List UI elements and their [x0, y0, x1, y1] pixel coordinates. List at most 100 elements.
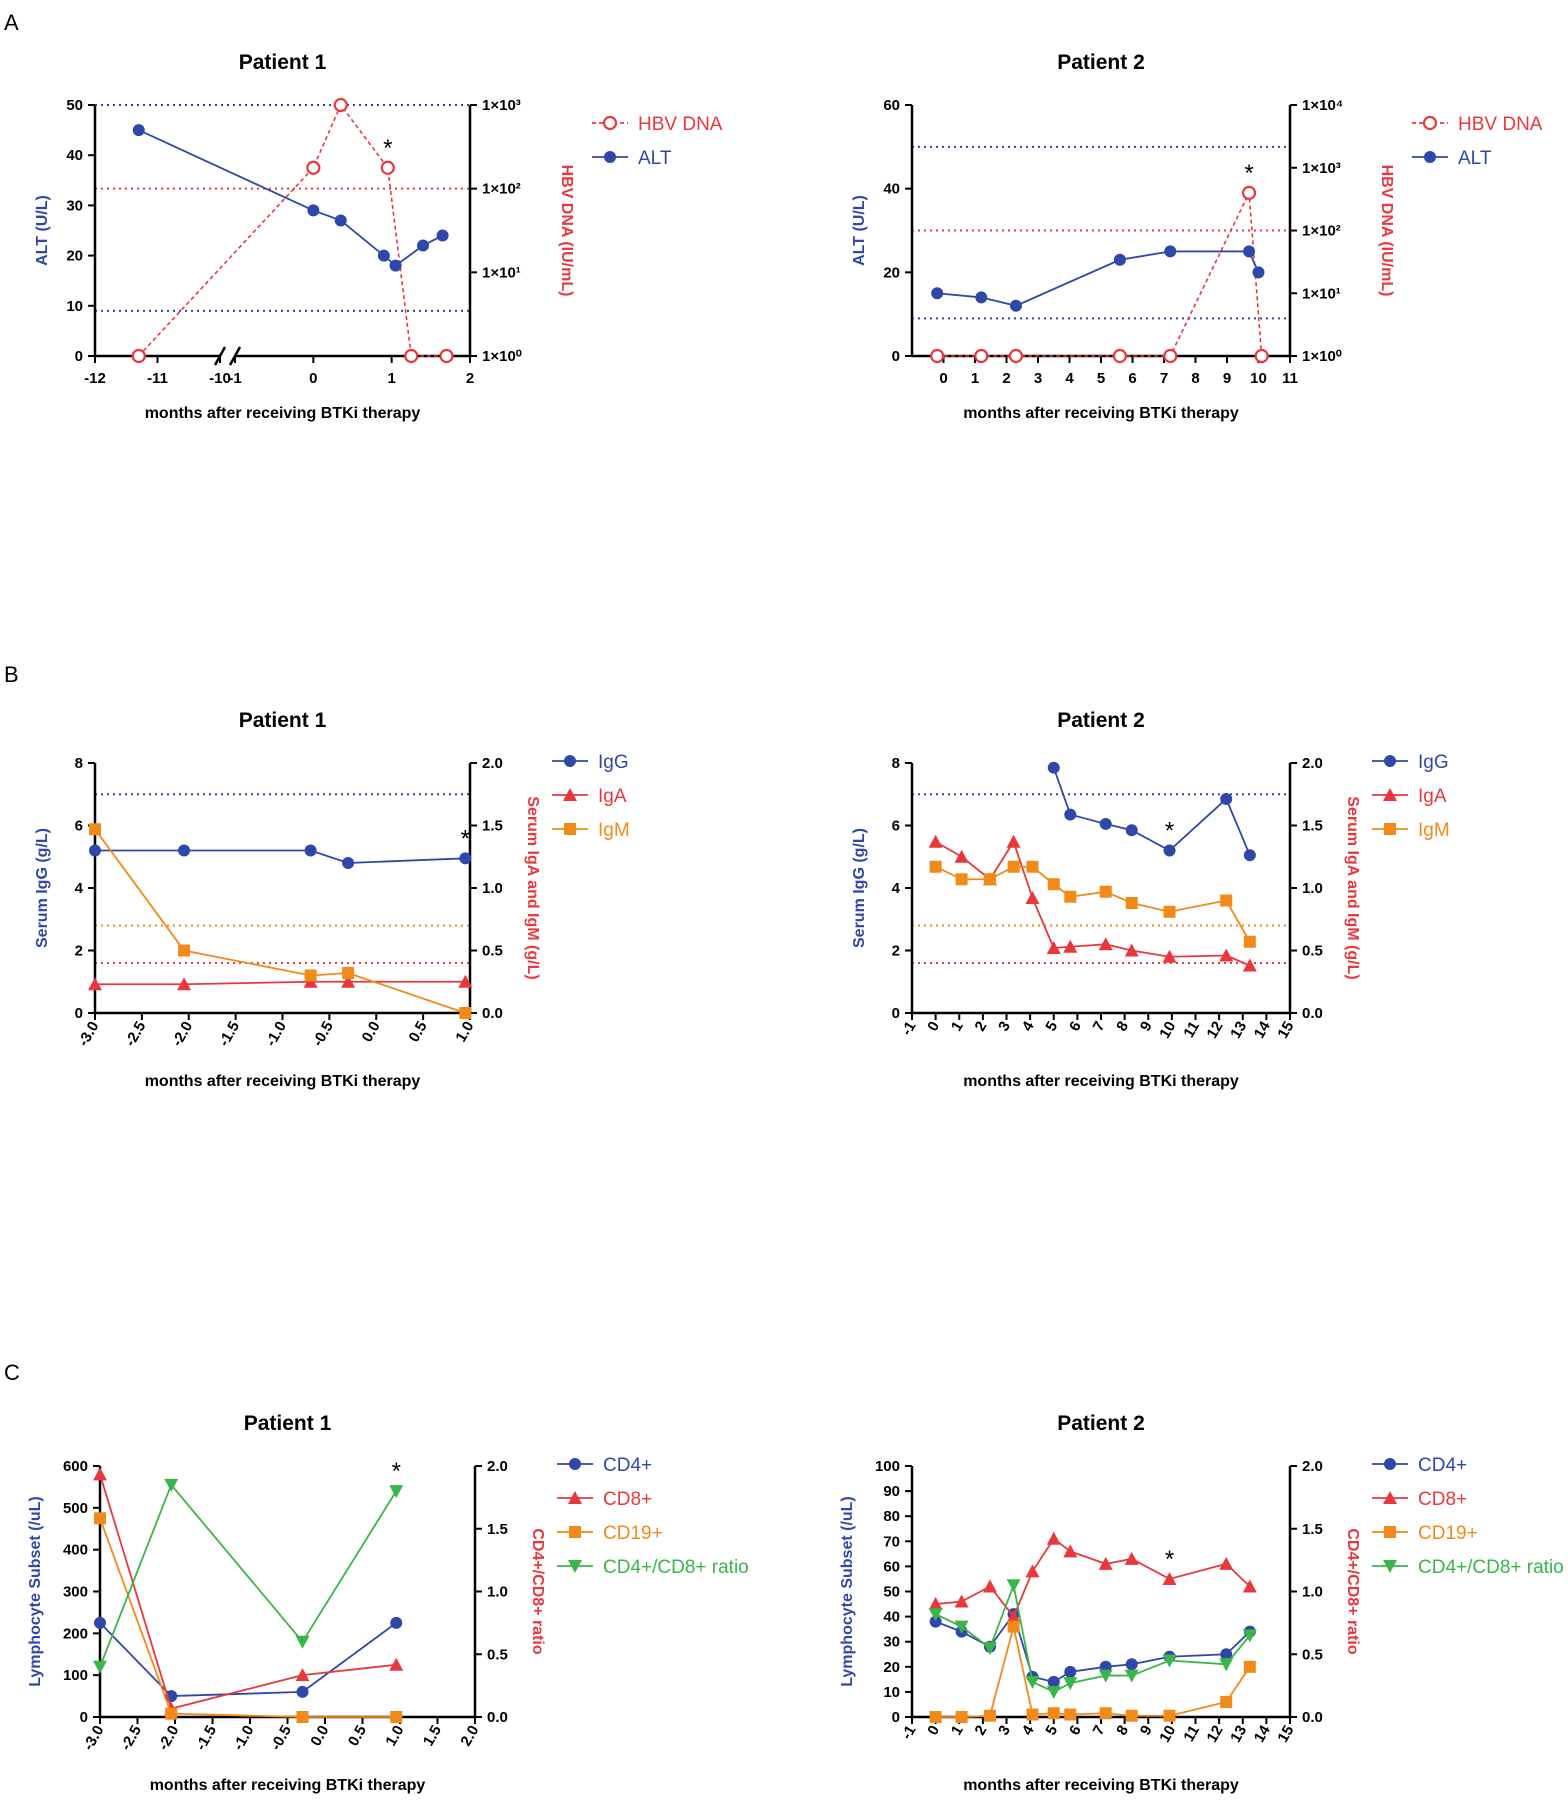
data-point: [1163, 844, 1176, 857]
legend-item-iga: IgA: [1372, 786, 1447, 807]
data-point: [390, 1616, 403, 1629]
data-point: [975, 291, 988, 304]
x-tick-label: 2: [971, 1723, 990, 1739]
data-point: [404, 348, 419, 364]
data-point: [931, 287, 944, 300]
data-point: [1063, 1677, 1078, 1691]
legend-marker: [1383, 1560, 1397, 1573]
x-tick-label: 13: [1227, 1723, 1250, 1746]
y-tick-label-left: 40: [66, 147, 83, 164]
series-line: [935, 1626, 1251, 1718]
data-point: [417, 239, 429, 252]
x-tick-label: -2.0: [169, 1019, 197, 1050]
data-point: [1124, 943, 1139, 957]
y-axis-label-left: ALT (U/L): [851, 195, 868, 266]
data-point: [390, 1711, 403, 1723]
x-tick-label: 7: [1090, 1723, 1109, 1739]
data-point: [1243, 1660, 1256, 1673]
significance-asterisk: *: [392, 1458, 401, 1485]
x-tick-label: 8: [1113, 1723, 1132, 1739]
chart-c2: Patient 201020304050607080901000.00.51.0…: [839, 1412, 1564, 1794]
data-point: [304, 969, 317, 982]
y-tick-label-left: 20: [66, 248, 83, 265]
y-tick-label-right: 0.0: [1302, 1709, 1323, 1726]
data-point: [306, 160, 321, 175]
y-tick-label-right: 1.0: [1302, 880, 1323, 897]
data-point: [1063, 1544, 1078, 1558]
y-tick-label-right: 1×10²: [1302, 223, 1341, 240]
series-hbv-dna: [930, 185, 1269, 364]
y-tick-label-left: 80: [883, 1508, 900, 1525]
legend-marker: [1384, 823, 1396, 835]
x-tick-label: 8: [1113, 1019, 1132, 1035]
legend-label: CD4+/CD8+ ratio: [603, 1557, 749, 1578]
data-point: [307, 204, 320, 217]
data-point: [459, 1007, 472, 1019]
x-tick-label: 1: [948, 1019, 967, 1035]
y-tick-label-left: 10: [883, 1684, 900, 1701]
series-cd8-: [928, 1531, 1257, 1623]
legend-label: ALT: [1458, 148, 1492, 169]
chart-title: Patient 1: [244, 1412, 332, 1435]
data-point: [458, 974, 473, 988]
data-point: [131, 348, 146, 364]
legend-item-iga: IgA: [552, 786, 627, 807]
legend-marker: [1384, 755, 1396, 767]
data-point: [1124, 1551, 1139, 1565]
x-tick-label: -2.5: [117, 1723, 145, 1754]
x-tick-label: 1.0: [452, 1019, 477, 1046]
data-point: [1064, 1665, 1077, 1678]
data-point: [1243, 935, 1256, 948]
series-line: [935, 1581, 1251, 1693]
legend-item-igm: IgM: [552, 820, 630, 841]
data-point: [1098, 1556, 1113, 1570]
y-tick-label-right: 0.5: [1302, 1646, 1323, 1663]
y-axis-label-right: Serum IgA and IgM (g/L): [524, 796, 541, 979]
legend-label: CD4+: [1418, 1455, 1467, 1476]
data-point: [178, 844, 191, 857]
data-point: [1047, 761, 1060, 774]
data-point: [1252, 266, 1265, 279]
y-tick-label-left: 40: [883, 1609, 900, 1626]
data-point: [1125, 1709, 1138, 1722]
legend-label: IgA: [598, 786, 627, 807]
series-line: [99, 1474, 397, 1710]
x-tick-label: 1: [387, 370, 395, 387]
y-axis-label-left: Lymphocyte Subset (/uL): [839, 1496, 856, 1687]
panel-label-b: B: [4, 662, 19, 687]
data-point: [928, 1597, 943, 1611]
chart-b1: Patient 1 0 2 4 6 8 0.0 0.5 1.0 1.5 2.0 -3.0 -2.5 -2.…: [34, 709, 630, 1090]
x-tick-label: 10: [1250, 370, 1267, 387]
data-point: [1220, 1648, 1233, 1661]
legend-item-hbv-dna: HBV DNA: [1412, 114, 1543, 135]
y-tick-label-right: 1.5: [487, 1521, 508, 1538]
data-point: [974, 348, 989, 364]
series-line: [95, 849, 466, 864]
y-tick-label-left: 0: [892, 348, 900, 365]
significance-asterisk: *: [461, 825, 470, 852]
y-tick-label-left: 70: [883, 1533, 900, 1550]
data-point: [342, 967, 355, 979]
x-tick-label: 4: [1019, 1722, 1038, 1738]
data-point: [377, 249, 390, 262]
x-tick-label: -1.5: [192, 1723, 220, 1754]
significance-asterisk: *: [1244, 160, 1253, 187]
legend-marker: [569, 1458, 581, 1470]
x-tick-label: -1.0: [230, 1723, 258, 1754]
x-axis-label: months after receiving BTKi therapy: [145, 405, 421, 422]
series-cd4-cd8-ratio: [93, 1478, 404, 1674]
x-tick-label: 0.5: [345, 1723, 370, 1750]
x-tick-label: 0.0: [359, 1019, 384, 1046]
data-point: [295, 1635, 310, 1649]
y-tick-label-left: 400: [63, 1542, 88, 1559]
data-point: [1026, 860, 1039, 873]
x-tick-label: 6: [1128, 370, 1136, 387]
y-tick-label-left: 40: [883, 181, 900, 198]
y-tick-label-left: 100: [875, 1458, 900, 1475]
y-tick-label-left: 500: [63, 1500, 88, 1517]
x-tick-label: 1: [948, 1723, 967, 1739]
legend-item-cd4-: CD4+: [1372, 1455, 1467, 1476]
x-tick-label: 4: [1065, 370, 1074, 387]
data-point: [1047, 878, 1060, 891]
